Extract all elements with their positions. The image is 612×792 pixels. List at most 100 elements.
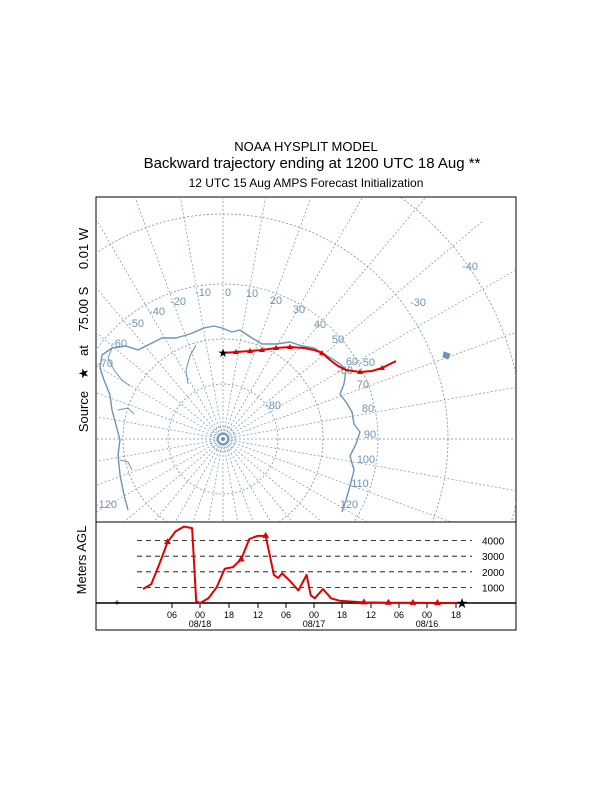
time-tick-label: 06 <box>281 610 291 620</box>
longitude-label: 110 <box>351 478 369 490</box>
altitude-label: 2000 <box>482 568 505 579</box>
meridian-line <box>174 438 224 522</box>
altitude-label: 4000 <box>482 537 505 548</box>
meridian-line <box>96 331 224 440</box>
time-axis: 06 00 18 12 06 00 18 12 06 00 18 08/18 08/17 08/16 + <box>114 598 461 629</box>
altitude-marker <box>409 598 417 605</box>
longitude-label: -120 <box>95 499 117 511</box>
altitude-label: 1000 <box>482 583 505 594</box>
source-lon: 0.01 W <box>76 227 91 269</box>
source-lat: 75.00 S <box>76 286 91 331</box>
longitude-label: 100 <box>357 454 375 466</box>
time-tick-label: 06 <box>394 610 404 620</box>
longitude-label: 120 <box>340 499 358 511</box>
meridian-line <box>152 438 224 522</box>
source-label: Source ★ at 75.00 S 0.01 W <box>76 227 91 432</box>
meridian-line <box>96 438 224 462</box>
date-label: 08/16 <box>416 619 439 629</box>
latitude-circle <box>96 283 379 522</box>
meridian-line <box>222 197 312 440</box>
antarctica-coastline <box>99 325 451 513</box>
altitude-line <box>142 525 462 604</box>
time-tick-label: 00 <box>195 610 205 620</box>
longitude-label: 80 <box>362 403 374 415</box>
title-trajectory: Backward trajectory ending at 1200 UTC 1… <box>144 155 481 172</box>
source-star-marker: ★ <box>218 346 229 360</box>
meridian-line <box>222 438 516 492</box>
date-label: 08/18 <box>189 619 212 629</box>
longitude-label: -40 <box>462 261 478 273</box>
longitude-label: 20 <box>270 295 282 307</box>
longitude-label: -50 <box>128 318 144 330</box>
vertical-frame <box>95 521 517 631</box>
meridian-line <box>96 287 224 440</box>
altitude-marker <box>384 598 392 605</box>
source-at: at <box>76 345 91 356</box>
longitude-label: 40 <box>314 319 326 331</box>
meridian-line <box>222 438 294 522</box>
latitude-label: -80 <box>265 400 281 412</box>
latitude-circle <box>167 383 279 495</box>
altitude-marker <box>164 538 172 545</box>
meridian-line <box>134 197 224 440</box>
meridian-line <box>192 438 224 522</box>
meridian-line <box>96 416 224 440</box>
trajectory-map-markers <box>233 344 385 374</box>
trajectory-map: ★ <box>218 344 397 374</box>
vertical-panel: Meters AGL 4000 3000 2000 1000 06 00 18 12 06 00… <box>74 521 517 631</box>
meridian-line <box>208 438 224 522</box>
longitude-label: 0 <box>225 287 231 299</box>
time-tick-label: 12 <box>253 610 263 620</box>
longitude-label: -30 <box>410 297 426 309</box>
altitude-marker <box>360 598 368 605</box>
meridian-line <box>222 269 516 440</box>
longitude-label: 60 <box>346 356 358 368</box>
altitude-marker <box>433 599 441 605</box>
altitude-marker <box>237 555 245 562</box>
meridian-line <box>222 438 254 522</box>
time-tick-label: 12 <box>366 610 376 620</box>
longitude-label: -10 <box>195 287 211 299</box>
time-tick-label: 18 <box>451 610 461 620</box>
meridian-line <box>96 365 224 440</box>
altitude-label: 3000 <box>482 552 505 563</box>
latitude-label: -50 <box>359 357 375 369</box>
meridian-line <box>96 438 224 513</box>
meridian-line <box>222 438 368 522</box>
time-tick-label: 06 <box>167 610 177 620</box>
meridian-line <box>222 438 272 522</box>
time-tick-label: 18 <box>224 610 234 620</box>
meridian-line <box>123 438 224 522</box>
time-tick-label: 18 <box>337 610 347 620</box>
longitude-label: 10 <box>246 288 258 300</box>
source-star: ★ <box>76 368 91 380</box>
date-label: 08/17 <box>303 619 326 629</box>
meridian-line <box>222 438 238 522</box>
altitude-marker <box>262 531 270 538</box>
panel-marker: + <box>114 598 120 609</box>
meridian-line <box>222 197 364 440</box>
meridian-line <box>222 197 267 440</box>
source-star-vertical: ★ <box>456 595 469 611</box>
meridian-line <box>96 218 224 440</box>
meridian-line <box>222 220 484 440</box>
longitude-label: -20 <box>170 296 186 308</box>
longitude-label: 90 <box>364 429 376 441</box>
meridian-line <box>222 331 516 440</box>
title-model: NOAA HYSPLIT MODEL <box>234 139 378 154</box>
svg-text:Source ★ at: Source ★ at 75.00 S 0.01 W <box>76 227 91 432</box>
time-tick-label: 00 <box>309 610 319 620</box>
source-prefix: Source <box>76 391 91 432</box>
meridian-line <box>96 438 224 486</box>
longitude-label: 70 <box>357 379 369 391</box>
meridian-line <box>96 392 224 440</box>
meridian-line <box>222 386 516 440</box>
time-tick-label: 00 <box>422 610 432 620</box>
title-initialization: 12 UTC 15 Aug AMPS Forecast Initializati… <box>189 176 424 190</box>
longitude-label: 50 <box>332 334 344 346</box>
altitude-series: ★ <box>142 525 469 611</box>
meridian-line <box>222 438 453 522</box>
latitude-label: -40 <box>149 306 165 318</box>
